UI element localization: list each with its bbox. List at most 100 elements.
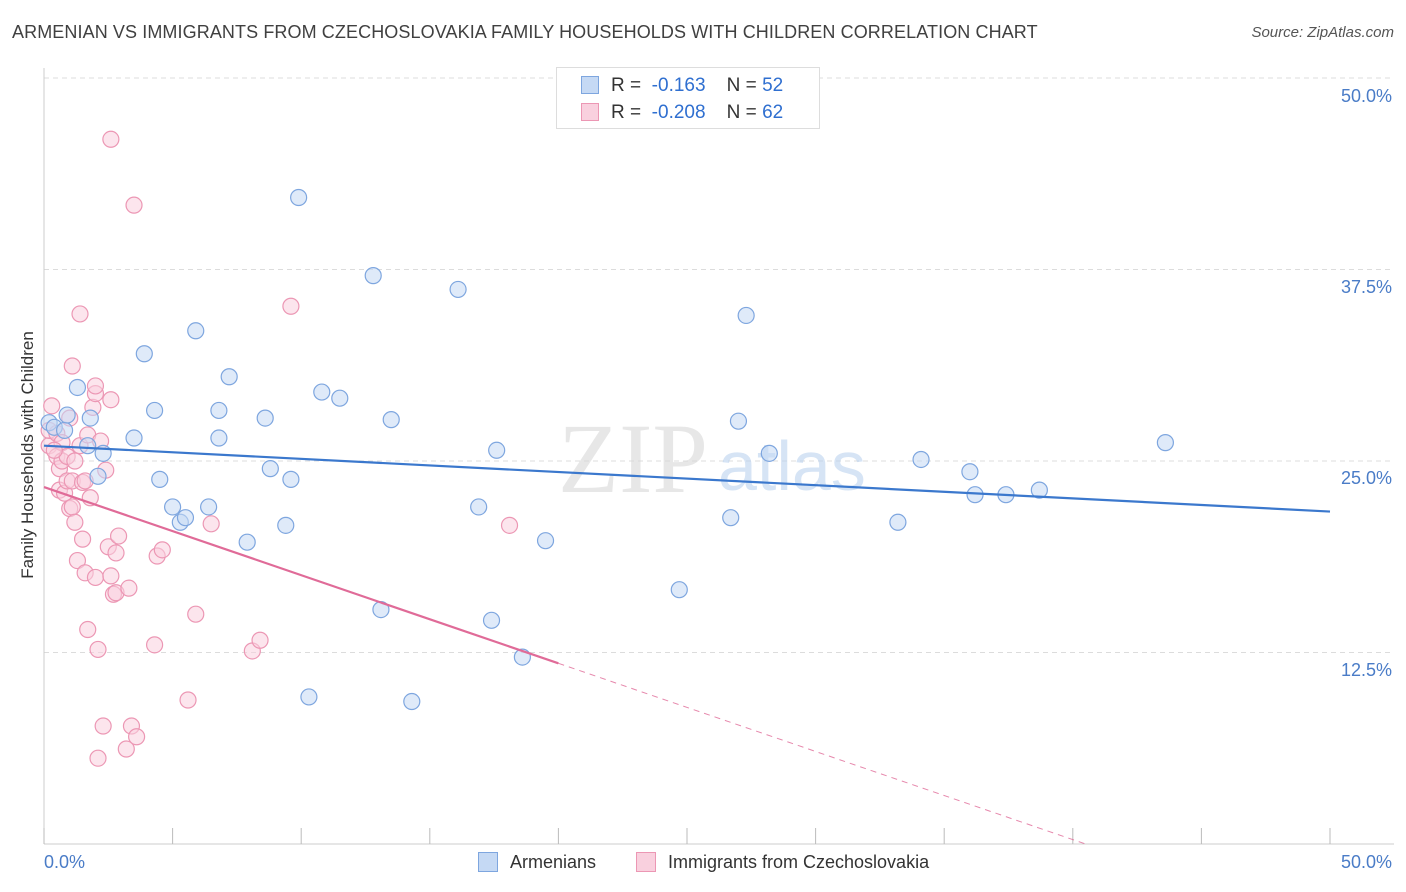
armenians-point <box>729 412 748 430</box>
r-value: -0.163 <box>651 75 706 96</box>
czechoslovakia-point <box>73 530 92 548</box>
czechoslovakia-point <box>89 640 107 659</box>
czechoslovakia-point <box>102 567 120 585</box>
y-tick-label: 25.0% <box>1340 468 1392 488</box>
r-value: -0.208 <box>651 102 706 123</box>
grid-lines <box>44 77 1394 653</box>
armenians-point <box>58 406 76 424</box>
czechoslovakia-point <box>109 527 128 545</box>
armenians-point <box>55 421 74 439</box>
armenians-point <box>482 611 501 629</box>
legend-label: Armenians <box>510 852 597 872</box>
czechoslovakia-point <box>66 452 84 470</box>
n-value: 52 <box>762 75 784 96</box>
czechoslovakia-point <box>94 717 112 735</box>
trend-lines <box>43 444 1331 845</box>
czechoslovakia-point <box>86 568 105 587</box>
czechoslovakia-point <box>102 130 120 148</box>
czechoslovakia-point <box>63 357 81 375</box>
x-tick-max: 50.0% <box>1340 852 1392 872</box>
armenians-point <box>238 533 256 551</box>
armenians-point <box>210 429 228 447</box>
stats-row-czechoslovakia: R = -0.208 N = 62 <box>581 102 783 126</box>
legend-swatch-blue <box>478 852 498 872</box>
x-tick-min: 0.0% <box>44 852 86 872</box>
czechoslovakia-point <box>66 513 84 531</box>
armenians-point <box>313 383 331 401</box>
n-value: 62 <box>762 102 784 123</box>
armenians-point <box>889 513 907 531</box>
armenians-point <box>331 389 349 407</box>
armenians-point <box>135 345 153 363</box>
czechoslovakia-point <box>251 631 269 649</box>
armenians-point <box>382 411 400 429</box>
n-label: N = <box>726 102 757 123</box>
armenians-point <box>261 460 279 478</box>
czechoslovakia-point <box>117 740 135 758</box>
y-tick-label: 12.5% <box>1340 660 1392 680</box>
series-czechoslovakia-points <box>40 130 519 767</box>
y-tick-label: 37.5% <box>1340 277 1392 297</box>
blue-swatch <box>581 76 599 94</box>
armenians-point <box>364 267 382 285</box>
czechoslovakia-point <box>63 498 81 516</box>
czechoslovakia-point <box>71 305 89 323</box>
czechoslovakia-point <box>127 728 146 746</box>
armenians-point <box>68 378 87 397</box>
r-label: R = <box>611 102 642 123</box>
legend-label: Immigrants from Czechoslovakia <box>668 852 930 872</box>
czechoslovakia-point <box>125 196 143 214</box>
armenians-point <box>164 498 182 516</box>
armenians-point <box>187 322 205 340</box>
armenians-point <box>200 498 218 516</box>
n-label: N = <box>726 75 757 96</box>
czechoslovakia-point <box>102 391 120 409</box>
armenians-point <box>220 368 238 386</box>
stats-legend-box: R = -0.163 N = 52 R = -0.208 N = 62 <box>556 67 820 129</box>
armenians-point <box>488 441 506 459</box>
czechoslovakia-point <box>282 297 300 315</box>
czechoslovakia-trend-extension <box>558 662 1086 845</box>
armenians-point <box>300 688 318 706</box>
watermark-atlas: atlas <box>718 427 866 505</box>
armenians-point <box>256 409 274 427</box>
armenians-point <box>282 470 300 488</box>
czechoslovakia-point <box>153 541 171 559</box>
czechoslovakia-point <box>120 579 138 597</box>
r-label: R = <box>611 75 642 96</box>
legend-item-armenians[interactable]: Armenians <box>478 852 596 873</box>
legend-item-czechoslovakia[interactable]: Immigrants from Czechoslovakia <box>636 852 929 873</box>
armenians-point <box>470 498 488 516</box>
stats-row-armenians: R = -0.163 N = 52 <box>581 75 783 99</box>
armenians-point <box>961 463 979 481</box>
armenians-point <box>145 401 164 420</box>
armenians-point <box>81 409 99 427</box>
armenians-point <box>290 188 308 207</box>
axes <box>43 68 1394 845</box>
armenians-point <box>277 516 295 534</box>
czechoslovakia-point <box>107 544 125 562</box>
czechoslovakia-point <box>79 620 97 639</box>
czechoslovakia-point <box>145 636 164 654</box>
armenians-point <box>760 444 778 462</box>
y-tick-label: 50.0% <box>1340 86 1392 106</box>
czechoslovakia-point <box>179 691 197 709</box>
series-armenians-points <box>40 188 1174 711</box>
czechoslovakia-point <box>68 551 87 570</box>
armenians-point <box>79 437 97 455</box>
armenians-point <box>449 280 467 299</box>
watermark: ZIP atlas <box>558 403 866 514</box>
armenians-point <box>151 470 169 488</box>
armenians-point <box>1156 434 1174 452</box>
armenians-point <box>670 581 688 599</box>
armenians-point <box>912 450 930 469</box>
czechoslovakia-trend-line <box>43 486 559 665</box>
armenians-point <box>176 509 195 527</box>
czechoslovakia-point <box>202 515 220 533</box>
czechoslovakia-point <box>43 397 61 415</box>
armenians-trend-line <box>43 444 1331 513</box>
y-axis-label: Family Households with Children <box>18 331 37 579</box>
armenians-point <box>536 532 555 550</box>
czechoslovakia-point <box>187 605 205 623</box>
